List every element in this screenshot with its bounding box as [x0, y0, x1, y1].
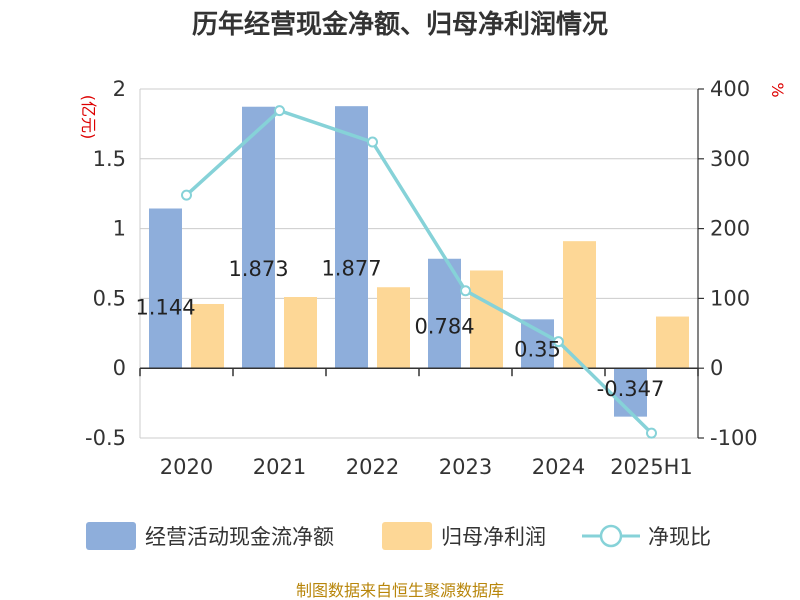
bar-cashflow [335, 106, 368, 369]
left-unit-label: (亿元) [79, 95, 98, 140]
point-ratio [460, 285, 471, 297]
left-tick-label: 0.5 [93, 286, 126, 310]
bar-profit [656, 316, 689, 369]
bar-profit [284, 297, 317, 369]
legend: 经营活动现金流净额 归母净利润 净现比 [86, 522, 711, 550]
point-ratio [646, 427, 657, 439]
line-ratio [185, 108, 653, 435]
left-axis-ticks: 2 1.5 1 0.5 0 -0.5 [85, 77, 126, 450]
point-ratio [274, 105, 285, 117]
legend-marker-ratio [599, 524, 623, 548]
right-tick-label: 100 [710, 286, 750, 310]
left-tick-label: 0 [113, 356, 126, 380]
x-tick-label: 2021 [253, 455, 306, 479]
data-label-cashflow: 1.877 [321, 257, 381, 281]
right-tick-label: 0 [710, 356, 723, 380]
bar-cashflow [149, 208, 182, 369]
source-note: 制图数据来自恒生聚源数据库 [296, 581, 504, 600]
x-tick-label: 2022 [346, 455, 399, 479]
line-series [181, 105, 657, 439]
left-tick-label: 1 [113, 217, 126, 241]
data-label-cashflow: 1.144 [135, 296, 195, 320]
data-label-cashflow: 1.873 [228, 257, 288, 281]
legend-swatch-profit [382, 522, 432, 550]
right-tick-label: -100 [710, 426, 758, 450]
data-label-cashflow: 0.35 [514, 338, 561, 362]
left-tick-label: 2 [113, 77, 126, 101]
point-ratio [181, 189, 192, 201]
x-axis-ticks: 2020 2021 2022 2023 2024 2025H1 [139, 368, 699, 479]
point-ratio [553, 336, 564, 348]
data-label-cashflow: -0.347 [597, 377, 665, 401]
legend-label-ratio: 净现比 [648, 525, 711, 549]
bar-cashflow [614, 368, 647, 417]
x-tick-label: 2025H1 [610, 455, 693, 479]
bar-profit [470, 270, 503, 369]
bars [149, 106, 689, 417]
point-ratio [367, 136, 378, 148]
right-tick-label: 400 [710, 77, 750, 101]
bar-profit [377, 287, 410, 369]
right-tick-label: 300 [710, 147, 750, 171]
left-tick-label: 1.5 [93, 147, 126, 171]
right-unit-label: % [768, 82, 787, 97]
x-tick-label: 2023 [439, 455, 492, 479]
bar-profit [563, 241, 596, 369]
data-labels: 1.144 1.873 1.877 0.784 0.35 -0.347 [135, 257, 664, 402]
right-tick-label: 200 [710, 217, 750, 241]
left-tick-label: -0.5 [85, 426, 126, 450]
chart-title: 历年经营现金净额、归母净利润情况 [192, 9, 608, 40]
legend-label-profit: 归母净利润 [441, 525, 546, 549]
right-axis-ticks: 400 300 200 100 0 -100 [698, 77, 758, 450]
bar-profit [191, 303, 224, 369]
legend-swatch-cashflow [86, 522, 136, 550]
legend-label-cashflow: 经营活动现金流净额 [145, 525, 334, 549]
bar-cashflow [521, 319, 554, 369]
bar-cashflow [242, 106, 275, 369]
x-tick-label: 2020 [160, 455, 213, 479]
data-label-cashflow: 0.784 [414, 315, 474, 339]
x-tick-label: 2024 [532, 455, 585, 479]
